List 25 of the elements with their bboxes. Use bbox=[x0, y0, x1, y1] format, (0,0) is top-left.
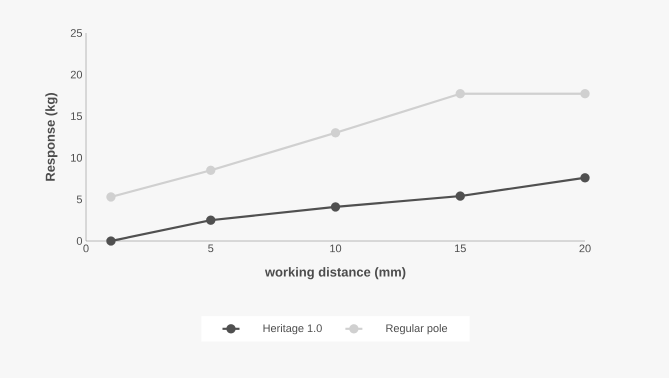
x-axis-title: working distance (mm) bbox=[264, 267, 406, 280]
point bbox=[206, 216, 216, 225]
x-tick-label: 0 bbox=[83, 244, 89, 252]
x-tick-label: 15 bbox=[454, 244, 466, 252]
point bbox=[106, 236, 116, 246]
legend-label: Regular pole bbox=[386, 324, 448, 334]
x-tick-label: 5 bbox=[208, 244, 214, 252]
point bbox=[456, 89, 465, 98]
point bbox=[330, 128, 340, 138]
y-tick-label: 20 bbox=[70, 70, 82, 78]
point bbox=[106, 192, 116, 202]
y-tick-label: 15 bbox=[71, 112, 82, 120]
point bbox=[456, 191, 465, 201]
legend-label: Heritage 1.0 bbox=[263, 324, 322, 334]
y-tick-label: 25 bbox=[70, 29, 82, 37]
y-tick-label: 5 bbox=[76, 196, 82, 204]
point bbox=[580, 173, 590, 182]
point bbox=[206, 166, 216, 175]
point bbox=[580, 89, 590, 98]
x-tick-label: 20 bbox=[579, 244, 591, 252]
y-axis-title: Response (kg) bbox=[45, 93, 58, 181]
x-tick-label: 10 bbox=[330, 244, 342, 252]
y-tick-label: 0 bbox=[76, 237, 82, 245]
y-tick-label: 10 bbox=[71, 154, 82, 162]
point bbox=[330, 202, 340, 212]
